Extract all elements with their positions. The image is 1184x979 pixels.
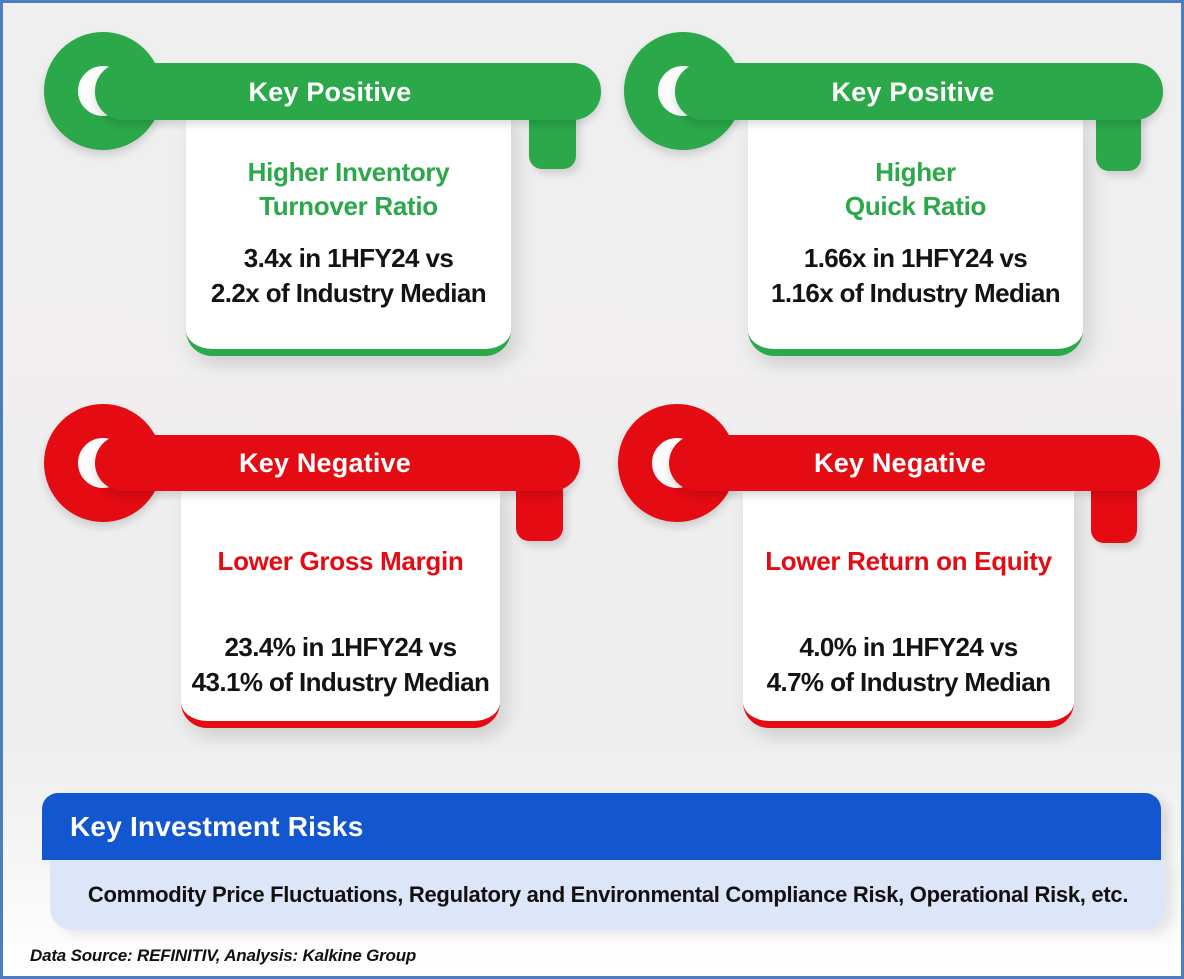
key-bow-icon <box>618 404 736 522</box>
key-positive-label: Key Positive <box>831 77 995 107</box>
key-shaft <box>675 63 1163 120</box>
metric-heading-line: Lower Return on Equity <box>765 546 1052 576</box>
key-negative-label: Key Negative <box>239 448 411 478</box>
metric-heading-line: Quick Ratio <box>844 191 987 221</box>
metric-values: 4.0% in 1HFY24 vs 4.7% of Industry Media… <box>729 630 1088 700</box>
metric-card-inventory-turnover: Higher Inventory Turnover Ratio 3.4x in … <box>186 115 511 356</box>
metric-value-line: 23.4% in 1HFY24 vs <box>224 632 458 662</box>
key-shaft <box>95 435 580 491</box>
metric-value-line: 1.16x of Industry Median <box>770 278 1061 308</box>
metric-card-gross-margin: Lower Gross Margin 23.4% in 1HFY24 vs 43… <box>181 484 500 728</box>
metric-heading-line: Higher Inventory <box>247 157 450 187</box>
metric-value-line: 43.1% of Industry Median <box>191 667 490 697</box>
metric-value-line: 1.66x in 1HFY24 vs <box>803 243 1028 273</box>
metric-values: 1.66x in 1HFY24 vs 1.16x of Industry Med… <box>734 241 1097 311</box>
metric-values: 23.4% in 1HFY24 vs 43.1% of Industry Med… <box>167 630 514 700</box>
metric-heading-line: Higher <box>875 157 956 187</box>
metric-heading: Higher Inventory Turnover Ratio <box>174 155 523 223</box>
key-shaft <box>669 435 1160 491</box>
risk-section-title: Key Investment Risks <box>70 810 364 842</box>
risk-section-header: Key Investment Risks <box>42 793 1161 860</box>
metric-heading: Lower Return on Equity <box>731 544 1086 578</box>
key-shaft <box>95 63 601 120</box>
key-bow-icon <box>44 32 162 150</box>
key-bow-icon <box>44 404 162 522</box>
key-tooth <box>1091 479 1137 543</box>
risk-section-body: Commodity Price Fluctuations, Regulatory… <box>50 860 1166 930</box>
metric-heading-line: Lower Gross Margin <box>217 546 464 576</box>
key-tooth <box>516 479 563 541</box>
metric-heading: Higher Quick Ratio <box>736 155 1095 223</box>
key-negative-label: Key Negative <box>814 448 986 478</box>
data-source-note: Data Source: REFINITIV, Analysis: Kalkin… <box>30 946 417 965</box>
metric-values: 3.4x in 1HFY24 vs 2.2x of Industry Media… <box>172 241 525 311</box>
metric-value-line: 4.7% of Industry Median <box>766 667 1051 697</box>
metric-card-return-on-equity: Lower Return on Equity 4.0% in 1HFY24 vs… <box>743 484 1074 728</box>
metric-card-quick-ratio: Higher Quick Ratio 1.66x in 1HFY24 vs 1.… <box>748 115 1083 356</box>
key-bow-icon <box>624 32 742 150</box>
risk-list-text: Commodity Price Fluctuations, Regulatory… <box>87 882 1129 907</box>
key-tooth <box>529 107 576 169</box>
metric-value-line: 3.4x in 1HFY24 vs <box>243 243 454 273</box>
metric-heading: Lower Gross Margin <box>169 544 512 578</box>
metric-value-line: 4.0% in 1HFY24 vs <box>799 632 1018 662</box>
key-tooth <box>1096 107 1141 171</box>
metric-value-line: 2.2x of Industry Median <box>210 278 487 308</box>
key-positive-label: Key Positive <box>248 77 412 107</box>
metric-heading-line: Turnover Ratio <box>259 191 438 221</box>
